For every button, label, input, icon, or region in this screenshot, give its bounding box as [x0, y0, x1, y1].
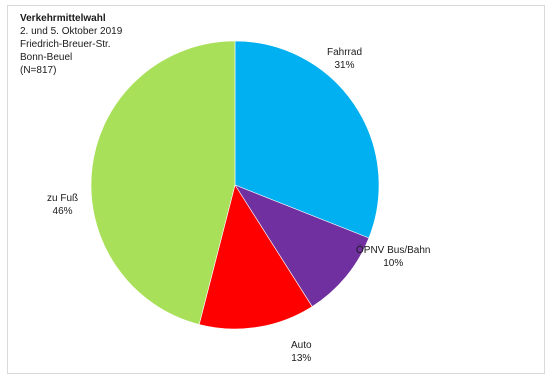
chart-title-block: Verkehrmittelwahl 2. und 5. Oktober 2019…	[20, 12, 122, 77]
slice-name-fahrrad: Fahrrad	[327, 47, 363, 58]
chart-subtitle-line-4: (N=817)	[20, 65, 57, 76]
chart-title: Verkehrmittelwahl	[20, 13, 106, 24]
slice-value-zu-fuss: 46%	[52, 206, 73, 217]
chart-subtitle-line-1: 2. und 5. Oktober 2019	[20, 26, 123, 37]
pie-slice-zu-fuss	[90, 40, 236, 325]
pie-slice-oepnv	[234, 184, 370, 307]
slice-value-fahrrad: 31%	[334, 60, 355, 71]
chart-subtitle-line-2: Friedrich-Breuer-Str.	[20, 39, 111, 50]
pie-slice-auto	[198, 184, 313, 330]
slice-name-auto: Auto	[291, 340, 312, 351]
chart-subtitle-line-3: Bonn-Beuel	[20, 52, 73, 63]
slice-label-oepnv: ÖPNV Bus/Bahn 10%	[356, 244, 430, 270]
slice-value-auto: 13%	[291, 353, 312, 364]
slice-label-auto: Auto 13%	[291, 339, 312, 365]
pie-slice-fahrrad	[234, 40, 380, 239]
slice-value-oepnv: 10%	[383, 258, 404, 269]
slice-label-fahrrad: Fahrrad 31%	[327, 46, 362, 72]
slice-label-zu-fuss: zu Fuß 46%	[47, 192, 78, 218]
slice-name-oepnv: ÖPNV Bus/Bahn	[356, 245, 431, 256]
slice-name-zu-fuss: zu Fuß	[47, 193, 79, 204]
